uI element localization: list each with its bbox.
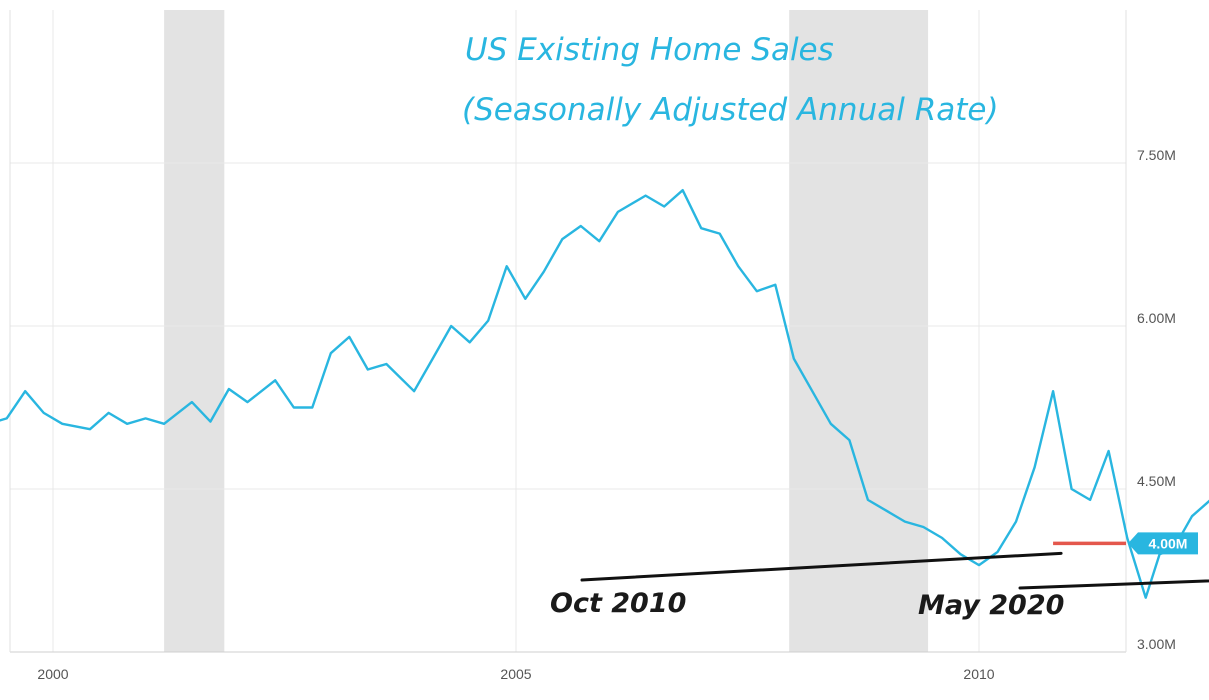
annotation-label: Oct 2010 [550,588,686,619]
y-tick-label: 3.00M [1137,636,1176,652]
gridlines [9,10,1127,653]
y-tick-label: 7.50M [1137,147,1176,163]
x-tick-label: 2010 [963,666,994,682]
annotations: Oct 2010 May 2020 [550,551,1209,621]
annotation-pointer [580,551,1063,582]
current-value-badge: 4.00M [1128,532,1198,555]
recession-band [789,10,929,652]
value-badge-shape [1128,532,1198,555]
value-badge-label: 4.00M [1149,535,1188,551]
recession-band [164,10,225,652]
annotation-label: May 2020 [918,590,1064,621]
x-tick-label: 2000 [37,666,68,682]
y-tick-label: 4.50M [1137,473,1176,489]
series-layer [0,189,1209,599]
series-line [0,189,1209,599]
annotation-pointer [1018,579,1209,590]
chart-subtitle: (Seasonally Adjusted Annual Rate) [462,92,999,128]
chart-title: US Existing Home Sales [465,32,834,68]
x-tick-label: 2005 [500,666,531,682]
y-tick-label: 6.00M [1137,310,1176,326]
recession-bands [164,10,929,652]
